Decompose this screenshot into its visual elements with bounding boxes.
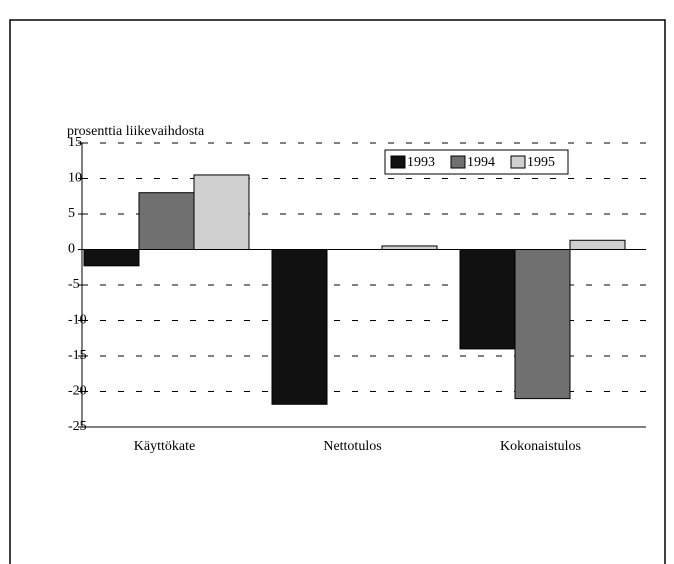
x-tick-label: Käyttökate [134, 439, 195, 454]
x-tick-label: Nettotulos [323, 439, 381, 454]
bar [271, 249, 328, 405]
legend-label: 1994 [467, 155, 495, 170]
legend-swatch [510, 155, 526, 169]
legend-label: 1995 [527, 155, 555, 170]
y-tick-label: 10 [68, 171, 82, 186]
legend-box [384, 149, 569, 175]
bar [569, 239, 626, 251]
bar [381, 245, 438, 250]
y-tick-label: -5 [68, 277, 80, 292]
y-tick-label: 5 [68, 206, 75, 221]
y-tick-label: 15 [68, 135, 82, 150]
legend-swatch [450, 155, 466, 169]
bar [83, 249, 140, 267]
y-tick-label: 0 [68, 242, 75, 257]
frame [9, 19, 666, 564]
bar [514, 249, 571, 400]
bar [459, 249, 516, 350]
legend-swatch [390, 155, 406, 169]
x-tick-label: Kokonaistulos [500, 439, 581, 454]
y-axis-label: prosenttia liikevaihdosta [67, 124, 205, 139]
legend-label: 1993 [407, 155, 435, 170]
bar [138, 192, 195, 250]
bar [193, 174, 250, 250]
